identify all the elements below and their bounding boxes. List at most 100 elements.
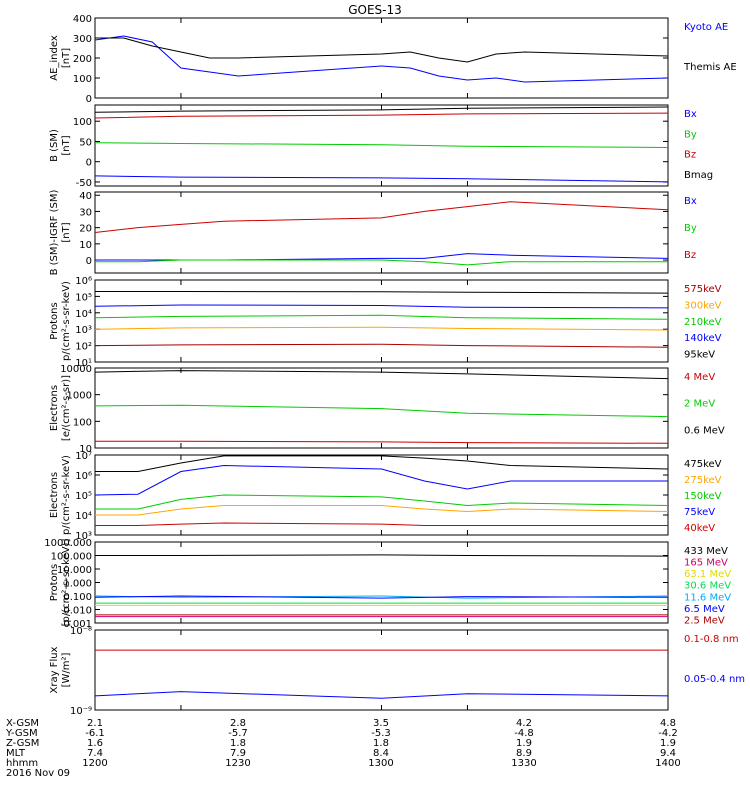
y-tick-label: 10³	[75, 325, 92, 336]
series-line-1	[94, 326, 669, 331]
time-row-value: -5.3	[371, 728, 391, 739]
y-tick-label: 300	[73, 34, 92, 45]
time-row-value: 1330	[511, 758, 536, 769]
y-axis-label: B (SM)-IGRF (SM)	[49, 190, 60, 276]
y-tick-label: 10⁶	[75, 276, 92, 287]
series-line-1	[94, 142, 669, 148]
legend-entry: 40keV	[684, 523, 715, 534]
y-axis-label: Electrons	[49, 472, 60, 518]
time-row-label: Y-GSM	[5, 728, 38, 739]
y-tick-label: 40	[79, 191, 92, 202]
legend-entry: 140keV	[684, 333, 722, 344]
y-tick-label: 100.000	[51, 552, 92, 563]
y-tick-label: 10⁴	[75, 309, 92, 320]
y-tick-label: 10³	[75, 531, 92, 542]
time-row-value: 2.1	[87, 718, 103, 729]
time-row-label: MLT	[6, 748, 26, 759]
y-tick-label: 10⁴	[75, 511, 92, 522]
legend-entry: 150keV	[684, 491, 722, 502]
series-line-0	[95, 440, 669, 444]
y-tick-label: 400	[73, 14, 92, 25]
panel-frame	[94, 367, 669, 449]
y-tick-label: 0.001	[63, 619, 92, 630]
y-axis-label: Electrons	[49, 385, 60, 431]
y-tick-label: 0	[86, 94, 92, 105]
y-tick-label: -50	[76, 178, 92, 189]
legend-entry: 6.5 MeV	[684, 604, 725, 615]
y-tick-label: 1.000	[63, 579, 92, 590]
y-tick-label: 100	[73, 74, 92, 85]
y-tick-label: 10⁵	[75, 292, 92, 303]
time-row-value: 8.4	[373, 748, 389, 759]
legend-entry: 210keV	[684, 317, 722, 328]
y-axis-label: Xray Flux	[49, 646, 60, 693]
series-line-3	[94, 464, 668, 496]
time-axis-footer: X-GSM 2.1 2.8 3.5 4.2 4.8 Y-GSM -6.1 -5.7 -5.3 -4.…	[5, 718, 681, 779]
time-row-value: 1.9	[660, 738, 676, 749]
legend-entry: Bz	[684, 150, 696, 161]
y-axis-label: Protons	[49, 564, 60, 601]
y-tick-label: 0.100	[63, 592, 92, 603]
legend-entry: 0.6 MeV	[684, 425, 725, 436]
panel-2: 0 10 20 30 40 B (SM)-IGRF (SM) [nT] Bx By Bz	[49, 190, 697, 276]
series-line-1	[95, 37, 669, 63]
series-line-4	[95, 522, 668, 526]
chart-title: GOES-13	[348, 3, 402, 17]
y-tick-label: 10⁻⁸	[70, 626, 92, 637]
y-tick-label: 50	[79, 137, 92, 148]
time-row-value: -5.7	[228, 728, 248, 739]
time-row-value: 3.5	[373, 718, 389, 729]
time-row-value: -4.2	[658, 728, 678, 739]
legend-entry: 63.1 MeV	[684, 569, 731, 580]
series-line-1	[94, 404, 669, 418]
legend-entry: 2 MeV	[684, 399, 715, 410]
legend-entry: By	[684, 223, 697, 234]
y-axis-label: [p/(cm²-s-sr-keV)]	[61, 539, 72, 627]
series-line-1	[95, 259, 668, 266]
y-tick-label: 10¹	[75, 358, 92, 369]
y-axis-label: [W/m²]	[61, 652, 72, 687]
series-line-0	[94, 175, 669, 183]
panel-5: 10³ 10⁴ 10⁵ 10⁶ 10⁷ Electrons p/(cm²-s-sr-keV)…	[49, 451, 722, 542]
legend-entry: 4 MeV	[684, 372, 715, 383]
y-axis-label: [e/(cm²-s-sr)]	[61, 375, 72, 441]
time-row-value: 1300	[368, 758, 393, 769]
legend-entry: 75keV	[684, 507, 715, 518]
legend-entry: Themis AE	[683, 62, 737, 73]
series-line-0	[94, 343, 669, 348]
date-label: 2016 Nov 09	[6, 768, 70, 779]
time-row-value: 1.8	[230, 738, 246, 749]
series-line-3	[94, 106, 669, 113]
legend-entry: 2.5 MeV	[684, 615, 725, 626]
legend-entry: 95keV	[684, 350, 715, 361]
series-line-0	[95, 253, 669, 261]
y-tick-label: 100	[73, 117, 92, 128]
y-tick-label: 1000	[67, 391, 92, 402]
time-row-value: 1230	[225, 758, 250, 769]
series-line-2	[94, 314, 669, 320]
y-tick-label: 200	[73, 54, 92, 65]
legend-entry: Bx	[684, 196, 697, 207]
legend-entry: 433 MeV	[684, 546, 728, 557]
time-row-label: X-GSM	[6, 718, 39, 729]
legend-entry: 165 MeV	[684, 558, 728, 569]
series-line-0	[95, 554, 669, 557]
y-tick-label: 10⁶	[75, 471, 92, 482]
y-tick-label: 10⁻⁹	[70, 706, 92, 717]
series-line-2	[94, 201, 669, 233]
series-line-2	[94, 112, 669, 119]
series-line-0	[95, 455, 669, 472]
time-row-value: 4.2	[516, 718, 532, 729]
series-line-2	[95, 494, 669, 510]
panel-frame	[94, 104, 669, 187]
legend-entry: Kyoto AE	[684, 22, 728, 33]
legend-entry: Bx	[684, 109, 697, 120]
y-axis-label: B (SM)	[49, 129, 60, 162]
y-tick-label: 10000	[60, 364, 92, 375]
legend-entry: 0.05-0.4 nm	[684, 674, 745, 685]
y-axis-label: p/(cm²-s-sr-keV)	[61, 455, 72, 535]
panel-1: -50 0 50 100 B (SM) [nT] Bx By Bz Bmag	[49, 104, 713, 189]
time-row-value: 2.8	[230, 718, 246, 729]
series-line-2	[94, 370, 669, 380]
